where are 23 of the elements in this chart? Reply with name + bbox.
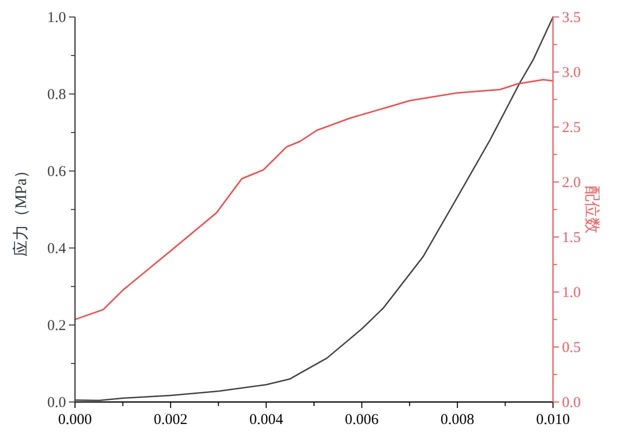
y-tick-label: 0.6 [47,164,66,180]
y2-tick-label: 0.5 [562,340,581,356]
y-tick-label: 0.0 [47,395,66,411]
y2-axis-title: 配位数 [583,186,600,234]
y2-tick-label: 1.0 [562,285,581,301]
x-tick-label: 0.006 [344,412,380,428]
y-axis-title: 应力（MPa） [12,162,30,257]
y-tick-label: 1.0 [47,10,66,26]
x-tick-label: 0.010 [536,412,570,428]
x-tick-label: 0.004 [249,412,284,428]
y-tick-label: 0.8 [47,87,66,103]
line-series [74,79,554,320]
y2-tick-label: 3.0 [562,65,581,81]
x-tick-label: 0.002 [154,412,188,428]
y2-tick-label: 1.5 [562,230,581,246]
x-tick-label: 0.008 [440,412,474,428]
y-tick-label: 0.4 [47,241,66,257]
y2-tick-label: 2.5 [562,120,581,136]
y2-tick-label: 3.5 [562,10,581,26]
y2-tick-label: 0.0 [562,395,581,411]
y-tick-label: 0.2 [47,318,66,334]
y2-tick-label: 2.0 [562,175,581,191]
x-tick-label: 0.000 [58,412,92,428]
